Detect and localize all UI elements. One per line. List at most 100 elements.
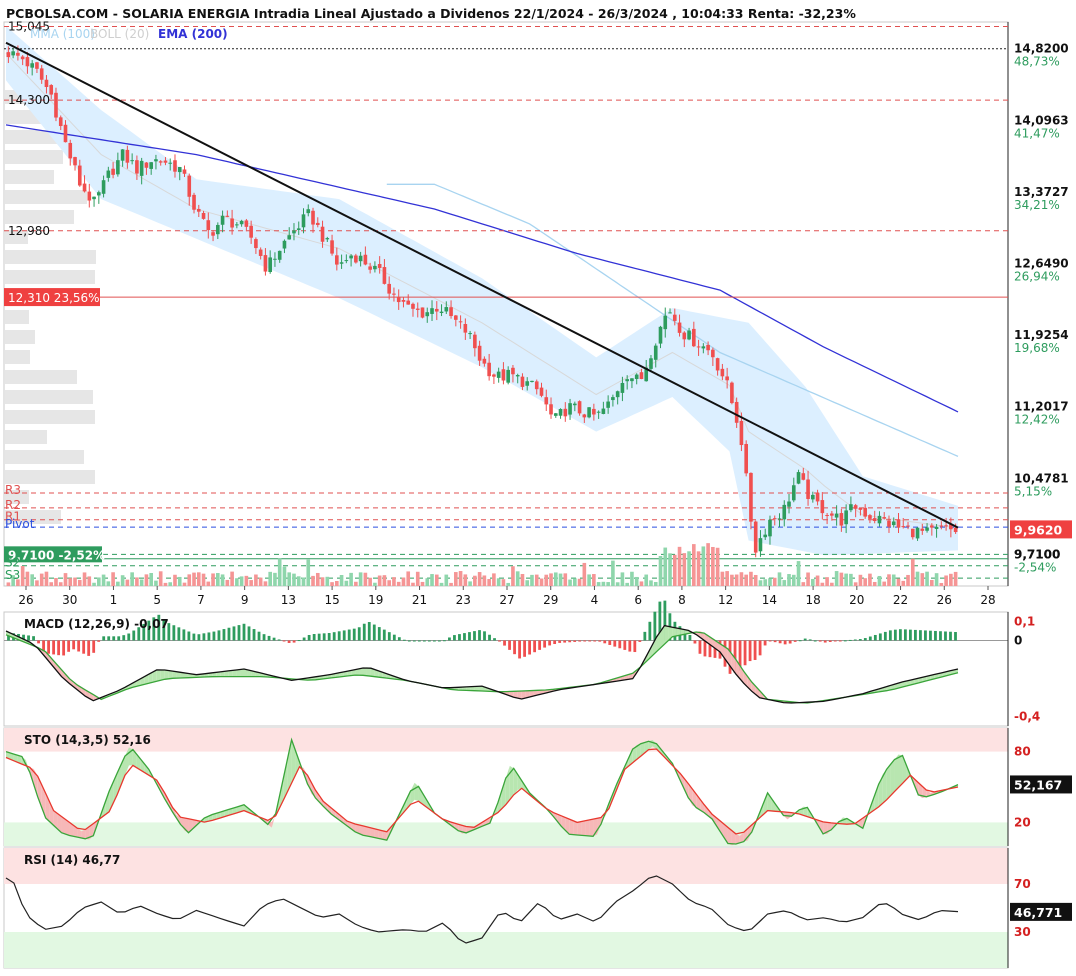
- volume-bar: [301, 577, 306, 586]
- macd-histogram-bar: [72, 640, 76, 650]
- volume-bar: [834, 571, 839, 586]
- candle: [373, 261, 377, 273]
- volume-bar: [606, 582, 610, 586]
- volume-bar: [663, 547, 668, 586]
- volume-bar: [520, 574, 525, 586]
- volume-bar: [711, 546, 715, 586]
- macd-histogram-bar: [297, 640, 301, 642]
- price-tick-label: 11,9254: [1014, 328, 1069, 342]
- volume-profile-bar: [5, 190, 87, 204]
- sto-fill: [343, 817, 348, 826]
- macd-fill: [359, 668, 363, 676]
- macd-histogram-bar: [593, 640, 597, 642]
- volume-bar: [82, 572, 87, 586]
- volume-profile-bar: [5, 330, 35, 344]
- candle: [615, 390, 620, 405]
- candle: [515, 373, 520, 384]
- pivot-label-r3: R3: [5, 483, 21, 497]
- candle: [430, 300, 434, 321]
- macd-histogram-bar: [417, 640, 421, 642]
- macd-fill: [176, 671, 181, 679]
- candle: [910, 528, 915, 540]
- x-tick-label: 9: [241, 593, 249, 607]
- level-label: 9,7100 -2,52%: [8, 548, 105, 562]
- macd-histogram-bar: [252, 629, 256, 641]
- macd-histogram-bar: [553, 640, 557, 645]
- volume-bar: [97, 577, 101, 586]
- macd-histogram-bar: [513, 640, 516, 655]
- volume-bar: [853, 582, 858, 586]
- volume-bar: [530, 574, 534, 586]
- legend-ema200: EMA (200): [158, 27, 228, 41]
- candle: [801, 467, 806, 481]
- macd-fill: [220, 671, 225, 677]
- volume-bar: [653, 581, 658, 586]
- macd-fill: [240, 669, 244, 677]
- macd-histogram-bar: [32, 636, 35, 641]
- rsi-oversold-zone: [4, 932, 1008, 968]
- macd-histogram-bar: [382, 629, 386, 641]
- sto-value-label: 52,167: [1014, 777, 1062, 792]
- macd-histogram-bar: [683, 630, 687, 641]
- volume-bar: [906, 574, 910, 586]
- sto-d-line: [5, 748, 959, 835]
- sto-fill: [727, 827, 732, 846]
- macd-histogram-bar: [267, 635, 271, 641]
- macd-fill: [474, 686, 479, 691]
- sto-fill: [418, 786, 423, 805]
- sto-fill: [573, 820, 578, 835]
- candle: [725, 367, 729, 389]
- macd-histogram-bar: [202, 633, 206, 641]
- candle: [915, 527, 920, 541]
- sto-value-badge: [1010, 775, 1072, 794]
- candle: [672, 308, 677, 326]
- candle: [482, 356, 487, 367]
- macd-histogram-bar: [954, 632, 957, 641]
- macd-histogram-bar: [628, 640, 632, 652]
- macd-histogram-bar: [523, 640, 526, 657]
- candle: [282, 239, 287, 254]
- candle: [254, 237, 258, 254]
- volume-bar: [534, 574, 539, 586]
- macd-fill: [517, 690, 522, 700]
- rsi-overbought-zone: [4, 848, 1008, 884]
- volume-profile-bar: [5, 170, 54, 184]
- candle: [568, 398, 572, 420]
- volume-bar: [910, 558, 915, 586]
- price-tick-label: 14,0963: [1014, 113, 1069, 127]
- sto-fill: [105, 791, 110, 815]
- macd-histogram-bar: [903, 629, 907, 641]
- candle: [815, 489, 820, 506]
- macd-histogram-bar: [949, 631, 952, 641]
- candle: [534, 379, 539, 395]
- volume-bar: [325, 576, 330, 586]
- candle: [411, 302, 415, 317]
- x-tick-label: 26: [937, 593, 952, 607]
- candle: [668, 308, 672, 314]
- macd-fill: [743, 671, 748, 688]
- volume-bar: [135, 577, 139, 586]
- volume-bar: [320, 577, 325, 586]
- candle: [715, 357, 720, 376]
- chart-title: PCBOLSA.COM - SOLARIA ENERGIA Intradia L…: [6, 6, 856, 21]
- macd-fill: [69, 678, 74, 687]
- volume-bar: [292, 573, 296, 586]
- volume-bar: [458, 571, 463, 586]
- volume-bar: [277, 558, 282, 586]
- macd-histogram-bar: [182, 629, 186, 641]
- sto-fill: [295, 750, 300, 775]
- sto-fill: [918, 782, 923, 799]
- sto-fill: [517, 774, 522, 790]
- x-tick-label: 26: [18, 593, 33, 607]
- volume-bar: [787, 574, 791, 586]
- volume-bar: [411, 582, 415, 586]
- sto-fill: [819, 820, 824, 834]
- candle: [434, 301, 439, 321]
- candle: [287, 227, 292, 240]
- candle: [939, 521, 944, 530]
- macd-histogram-bar: [613, 640, 617, 647]
- candle: [877, 511, 882, 527]
- volume-bar: [377, 575, 382, 586]
- macd-histogram-bar: [232, 626, 236, 641]
